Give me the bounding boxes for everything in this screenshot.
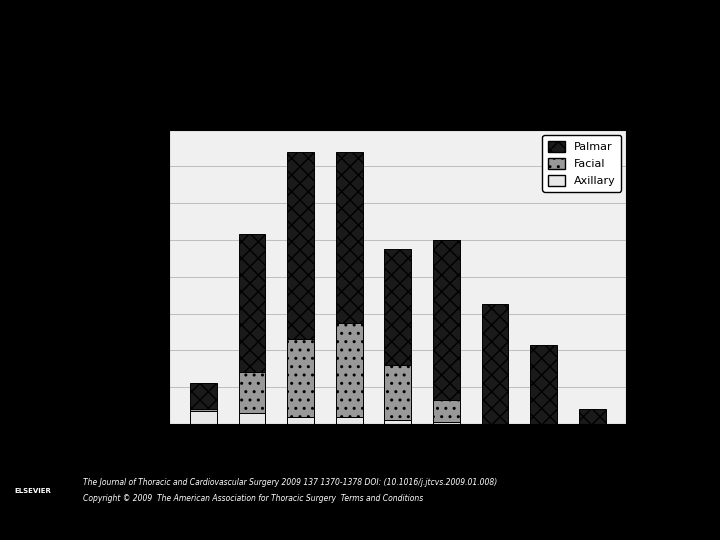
Bar bbox=[190, 409, 217, 411]
Bar bbox=[238, 413, 266, 424]
Text: ELSEVIER: ELSEVIER bbox=[14, 488, 51, 495]
Text: The Journal of Thoracic and Cardiovascular Surgery 2009 137 1370-1378 DOI: (10.1: The Journal of Thoracic and Cardiovascul… bbox=[83, 478, 497, 487]
Bar bbox=[384, 365, 411, 420]
Bar bbox=[579, 409, 606, 424]
Bar bbox=[336, 416, 363, 424]
X-axis label: Year: Year bbox=[380, 451, 415, 465]
Bar bbox=[384, 249, 411, 365]
Text: Figure 1: Figure 1 bbox=[329, 22, 391, 37]
Bar bbox=[336, 323, 363, 416]
Bar bbox=[190, 411, 217, 424]
Bar bbox=[238, 373, 266, 413]
Bar bbox=[433, 240, 460, 400]
Bar bbox=[287, 416, 314, 424]
Bar bbox=[287, 152, 314, 339]
Bar bbox=[482, 305, 508, 424]
Bar bbox=[336, 152, 363, 323]
Bar bbox=[433, 422, 460, 424]
Bar bbox=[190, 383, 217, 409]
Bar bbox=[433, 400, 460, 422]
Y-axis label: Patients: Patients bbox=[117, 244, 131, 309]
Bar bbox=[287, 339, 314, 416]
Text: Copyright © 2009  The American Association for Thoracic Surgery  Terms and Condi: Copyright © 2009 The American Associatio… bbox=[83, 494, 423, 503]
Legend: Palmar, Facial, Axillary: Palmar, Facial, Axillary bbox=[542, 135, 621, 192]
Bar bbox=[238, 234, 266, 373]
Bar bbox=[530, 345, 557, 424]
Bar bbox=[384, 420, 411, 424]
